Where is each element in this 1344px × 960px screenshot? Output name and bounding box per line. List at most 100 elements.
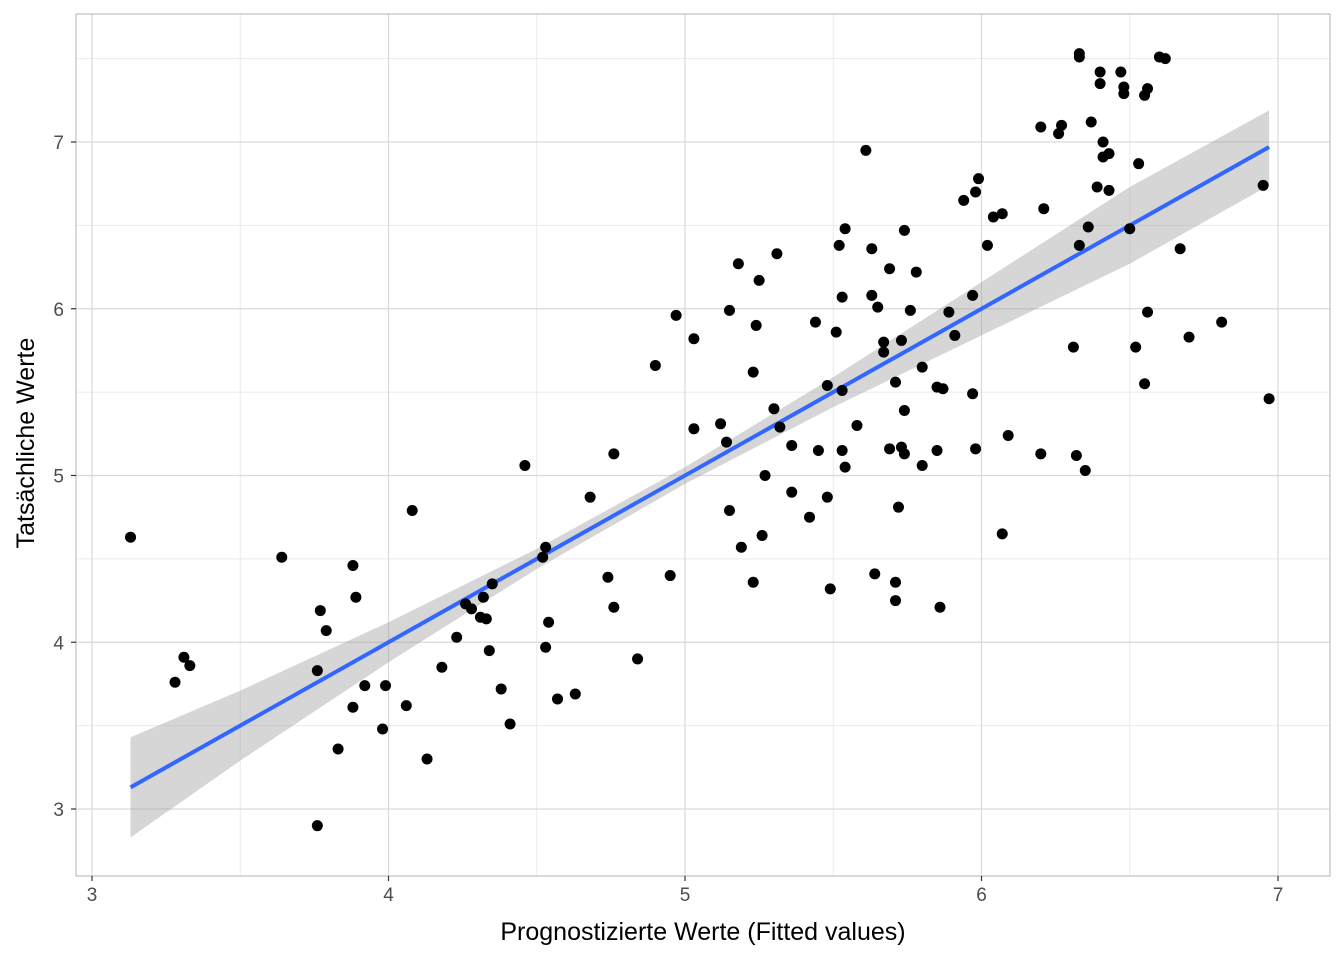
data-point (1183, 331, 1195, 343)
data-point (892, 501, 904, 513)
data-point (786, 439, 798, 451)
data-point (884, 443, 896, 455)
data-point (721, 436, 733, 448)
data-point (723, 505, 735, 517)
data-point (931, 444, 943, 456)
data-point (878, 336, 890, 348)
data-point (1094, 66, 1106, 78)
panel-border (75, 13, 1331, 877)
data-point (276, 551, 288, 563)
data-point (937, 383, 949, 395)
data-point (1159, 53, 1171, 65)
data-point (747, 576, 759, 588)
x-axis-ticks: 3 4 5 6 7 (87, 876, 1284, 906)
major-gridlines (76, 14, 1330, 876)
x-tick-label: 3 (87, 885, 98, 906)
data-point (543, 616, 555, 628)
data-point (824, 583, 836, 595)
data-point (311, 820, 323, 832)
data-point (747, 366, 759, 378)
data-point (821, 379, 833, 391)
data-point (169, 676, 181, 688)
x-tick-label: 4 (383, 885, 394, 906)
data-point (1139, 378, 1151, 390)
confidence-band-area (130, 110, 1270, 838)
data-point (890, 576, 902, 588)
data-point (967, 289, 979, 301)
data-point (771, 248, 783, 260)
data-point (866, 243, 878, 255)
data-point (996, 208, 1008, 220)
data-point (1070, 449, 1082, 461)
data-point (735, 541, 747, 553)
data-point (898, 404, 910, 416)
data-point (836, 444, 848, 456)
data-point (632, 653, 644, 665)
data-point (602, 571, 614, 583)
data-point (996, 528, 1008, 540)
data-point (967, 388, 979, 400)
data-point (380, 680, 392, 692)
data-point (608, 448, 620, 460)
y-tick-label: 7 (53, 133, 64, 154)
data-point (540, 541, 552, 553)
data-point (878, 346, 890, 358)
data-point (833, 239, 845, 251)
x-axis-title: Prognostizierte Werte (Fitted values) (500, 918, 905, 946)
data-point (839, 461, 851, 473)
data-point (884, 263, 896, 275)
data-point (347, 701, 359, 713)
data-points (125, 48, 1275, 832)
data-point (898, 224, 910, 236)
data-point (890, 595, 902, 607)
data-point (759, 470, 771, 481)
data-point (898, 448, 910, 460)
data-point (1073, 239, 1085, 251)
data-point (1103, 148, 1115, 160)
data-point (869, 568, 881, 580)
data-point (756, 530, 768, 542)
data-point (350, 591, 362, 603)
data-point (890, 376, 902, 388)
data-point (934, 601, 946, 613)
y-tick-label: 6 (53, 300, 64, 321)
data-point (552, 693, 564, 705)
data-point (753, 274, 765, 286)
data-point (904, 304, 916, 316)
data-point (1124, 223, 1136, 235)
data-point (1035, 448, 1047, 460)
data-point (786, 486, 798, 498)
data-point (421, 753, 433, 765)
data-point (311, 665, 323, 677)
data-point (1097, 136, 1109, 148)
x-tick-label: 6 (976, 885, 987, 906)
data-point (1082, 221, 1094, 233)
data-point (1263, 393, 1275, 405)
data-point (1073, 51, 1085, 63)
minor-gridlines (76, 14, 1330, 876)
data-point (1103, 184, 1115, 196)
data-point (973, 173, 985, 185)
data-point (664, 570, 676, 582)
data-point (320, 625, 332, 637)
y-axis-title: Tatsächliche Werte (12, 338, 40, 549)
data-point (1067, 341, 1079, 353)
x-tick-label: 7 (1273, 885, 1284, 906)
data-point (860, 144, 872, 156)
data-point (1142, 306, 1154, 318)
y-axis-ticks: 3 4 5 6 7 (53, 133, 76, 821)
data-point (540, 641, 552, 653)
data-point (851, 419, 863, 431)
data-point (519, 459, 531, 471)
data-point (569, 688, 581, 700)
data-point (314, 605, 326, 617)
data-point (970, 186, 982, 198)
data-point (1053, 128, 1065, 140)
data-point (608, 601, 620, 613)
data-point (332, 743, 344, 755)
data-point (916, 361, 928, 373)
data-point (872, 301, 884, 313)
data-point (125, 531, 137, 543)
data-point (1038, 203, 1050, 215)
y-tick-label: 3 (53, 800, 64, 821)
